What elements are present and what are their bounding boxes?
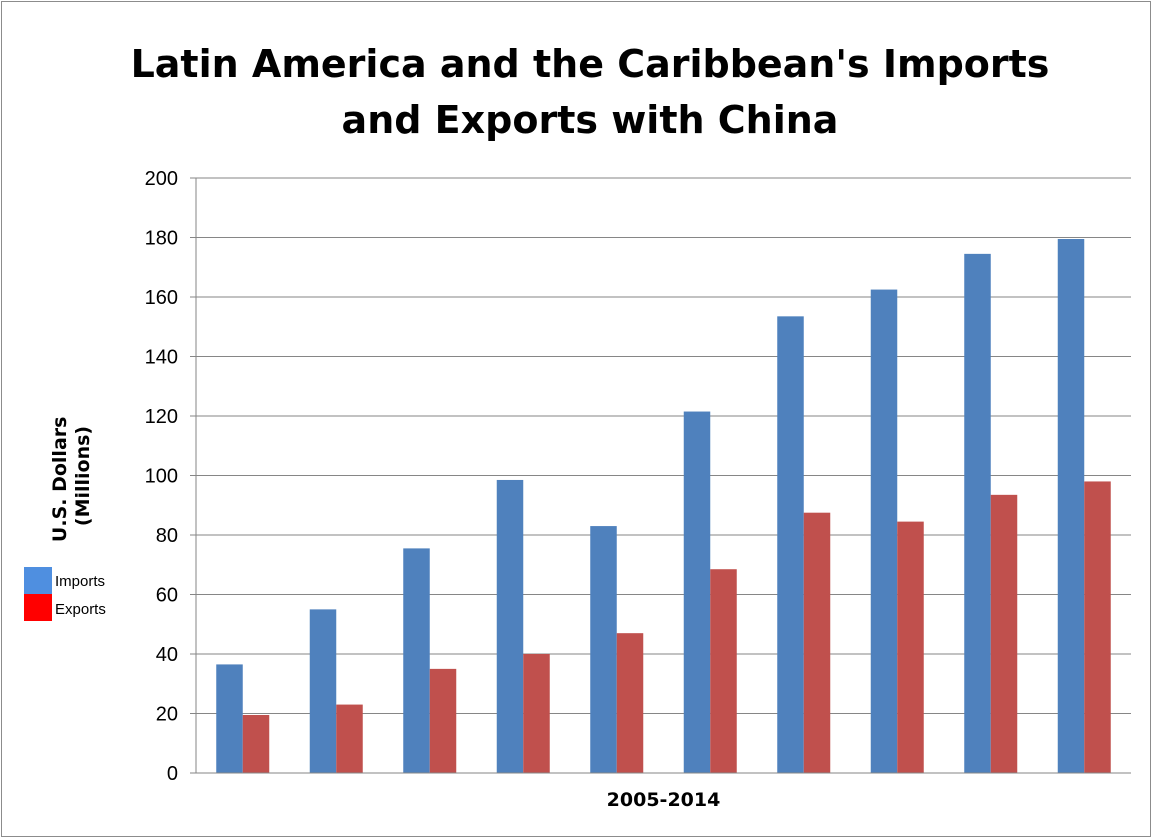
legend-label-exports: Exports (55, 601, 106, 618)
bar-imports-2013 (964, 253, 991, 774)
bars (216, 238, 1111, 774)
y-tick-label-0: 0 (167, 763, 178, 785)
bar-imports-2006 (309, 609, 337, 773)
y-tick-label-160: 160 (145, 287, 178, 309)
y-tick-label-180: 180 (145, 228, 178, 250)
y-tick-label-200: 200 (145, 168, 178, 190)
bar-imports-2007 (403, 548, 430, 773)
bar-imports-2010 (683, 411, 711, 773)
bar-exports-2008 (523, 654, 550, 773)
bar-exports-2006 (336, 704, 363, 773)
bar-exports-2009 (616, 633, 644, 773)
x-axis-title: 2005-2014 (607, 789, 721, 811)
y-axis-title-line-2: (Millions) (72, 426, 94, 526)
chart-title-line-2: and Exports with China (341, 98, 839, 142)
bar-imports-2008 (496, 479, 524, 773)
y-tick-label-120: 120 (145, 406, 178, 428)
chart-title: Latin America and the Caribbean's Import… (100, 36, 1080, 148)
y-axis-title: U.S. Dollars (Millions) (49, 410, 94, 542)
bar-imports-2012 (870, 289, 898, 773)
y-tick-label-40: 40 (156, 644, 178, 666)
y-axis-ticks: 0 20 40 60 80 100 120 140 160 180 200 (145, 168, 196, 785)
bar-imports-2009 (590, 526, 617, 773)
y-axis-title-line-1: U.S. Dollars (49, 417, 71, 543)
bar-exports-2012 (897, 521, 924, 773)
bar-imports-2011 (777, 316, 804, 773)
bar-exports-2007 (429, 668, 457, 773)
y-tick-label-140: 140 (145, 347, 178, 369)
y-tick-label-100: 100 (145, 466, 178, 488)
bar-exports-2013 (990, 494, 1018, 773)
legend-label-imports: Imports (55, 573, 105, 590)
legend: Imports Exports (24, 567, 106, 621)
chart-title-line-1: Latin America and the Caribbean's Import… (130, 42, 1050, 86)
bar-imports-2005 (216, 664, 243, 773)
legend-swatch-imports (24, 567, 52, 594)
bar-exports-2011 (803, 512, 831, 773)
bar-exports-2010 (710, 569, 737, 773)
bar-exports-2014 (1084, 481, 1111, 773)
y-tick-label-80: 80 (156, 525, 178, 547)
bar-imports-2014 (1057, 238, 1085, 774)
y-tick-label-20: 20 (156, 704, 178, 726)
y-tick-label-60: 60 (156, 585, 178, 607)
legend-swatch-exports (24, 594, 52, 621)
bar-exports-2005 (242, 714, 270, 773)
